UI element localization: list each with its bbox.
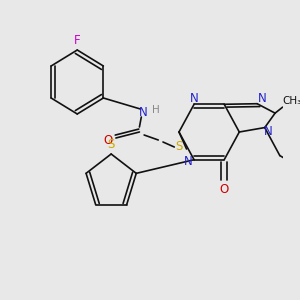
Text: O: O [220, 183, 229, 196]
Text: O: O [104, 134, 113, 146]
Text: N: N [257, 92, 266, 105]
Text: CH₃: CH₃ [282, 96, 300, 106]
Text: N: N [264, 125, 273, 138]
Text: H: H [152, 105, 159, 115]
Text: F: F [74, 34, 81, 47]
Text: N: N [139, 106, 148, 118]
Text: S: S [175, 140, 183, 154]
Text: N: N [190, 92, 198, 105]
Text: N: N [184, 155, 193, 168]
Text: S: S [107, 139, 115, 152]
